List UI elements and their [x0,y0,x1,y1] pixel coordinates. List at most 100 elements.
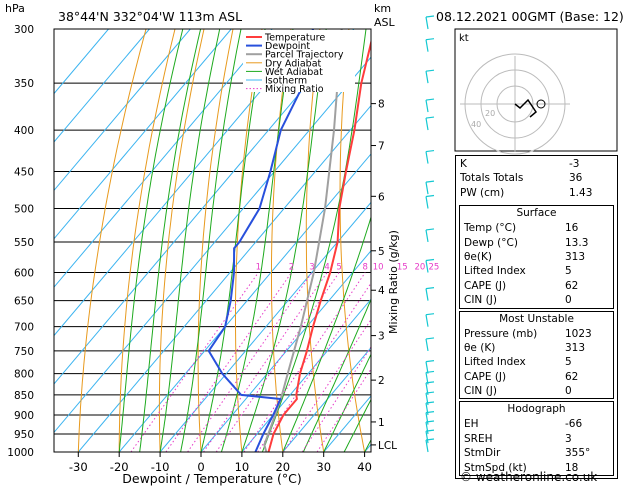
row-value: -3 [569,158,580,170]
mixing-ratio-label: 25 [429,263,440,273]
row-value: 36 [569,172,583,185]
isotherm-line [54,29,232,240]
wind-barb-flag [425,438,435,441]
wet-adiabat-line [241,29,327,452]
wind-barb-flag [425,194,435,198]
isotherm-line [77,104,371,452]
row-label: θe(K) [464,250,492,263]
dry-adiabat-line [77,29,147,452]
row-label: CAPE (J) [464,370,507,383]
row-label: PW (cm) [460,186,505,199]
wind-barb-flag [425,429,435,432]
row-label: Pressure (mb) [464,327,538,340]
km-tick-label: 7 [378,141,385,153]
temperature-tick-label: 20 [275,460,290,474]
wind-barb-flag [425,391,435,394]
hodograph-kt-label: kt [459,33,469,44]
mixing-ratio-line [130,272,259,452]
row-label: θe (K) [464,341,496,354]
wind-barb-flag [425,149,435,153]
legend-label: Parcel Trajectory [265,50,344,61]
mixing-ratio-label: 10 [373,263,384,273]
table-row: Dewp (°C) 13.3 [460,236,613,250]
row-value: 0 [565,385,572,398]
wind-barb [425,182,429,195]
row-label: Lifted Index [464,356,526,369]
wind-barb-flag [425,69,435,72]
row-label: Totals Totals [460,172,524,185]
hodograph-title: Hodograph [507,403,566,416]
wind-barb-flag [425,401,435,404]
table-row: K -3 [456,157,617,171]
wind-barb [425,431,429,444]
row-value: 62 [565,370,579,383]
wind-barb [425,196,429,209]
mixing-ratio-label: 1 [256,263,261,273]
km-tick-label: 4 [378,285,385,297]
row-label: StmDir [464,447,501,460]
legend-label: Mixing Ratio [265,84,324,95]
mixing-ratio-label: 2 [289,263,294,273]
row-value: 5 [565,356,572,369]
mixing-ratio-label: 4 [324,263,329,273]
wet-adiabat-line [261,29,367,452]
mixing-ratio-line [203,272,328,452]
wind-barb-flag [425,116,435,119]
row-value: 0 [565,294,572,307]
mixing-ratio-line [257,282,371,452]
datetime-title: 08.12.2021 00GMT (Base: 12) [436,9,624,24]
row-value: 18 [565,461,579,474]
row-label: K [460,158,467,170]
table-row: θe(K) 313 [460,250,613,264]
pressure-tick-label: 650 [14,296,34,308]
wind-barb-flag [425,287,435,290]
legend-label: Dry Adiabat [265,58,322,69]
mixing-ratio-label: 15 [397,263,408,273]
km-tick-label: LCL [378,440,397,452]
credit: © weatheronline.co.uk [460,470,598,484]
wind-barb [425,99,429,113]
wet-adiabat-line [118,29,184,452]
pressure-tick-label: 800 [14,369,34,381]
km-tick-label: 8 [378,99,385,111]
temperature-tick-label: -20 [110,460,129,474]
wind-barb [425,412,429,425]
wind-barb [425,338,429,352]
hodograph-section: Hodograph EH -66 SREH 3 StmDir 355° StmSpd (kt… [459,401,614,477]
legend-label: Temperature [264,33,325,44]
table-row: Pressure (mb) 1023 [460,327,613,341]
most-unstable-section: Most Unstable Pressure (mb) 1023 θe (K) 313… [459,310,614,400]
table-row: CIN (J) 0 [460,384,613,398]
table-row: Lifted Index 5 [460,264,613,278]
wind-barb [425,71,429,84]
pressure-tick-label: 550 [14,237,34,249]
mixing-ratio-axis-label: Mixing Ratio (g/kg) [387,230,400,334]
row-value: 1.43 [569,186,593,199]
hodograph-ring-label: 20 [485,109,495,118]
pressure-tick-label: 500 [14,203,34,215]
pressure-tick-label: 850 [14,390,34,402]
table-row: StmDir 355° [460,446,613,460]
surface-title: Surface [516,207,557,220]
pressure-tick-label: 300 [14,24,34,36]
wind-barb-flag [425,381,435,384]
temperature-tick-label: -30 [69,460,88,474]
dry-adiabat-line [197,29,234,452]
table-row: StmSpd (kt) 18 [460,461,613,475]
wind-barb-flag [425,258,435,262]
isotherm-line [118,153,371,452]
background-lines [54,29,371,452]
isotherm-line [54,29,355,385]
wind-barb-flag [425,370,435,374]
row-value: 3 [565,432,572,445]
row-value: 1023 [565,327,592,340]
isotherm-line [282,346,371,452]
pressure-tick-label: 450 [14,166,34,178]
table-row: Temp (°C) 16 [460,221,613,235]
isotherm-line [54,29,150,143]
wind-barb-flag [425,180,435,183]
row-value: 355° [565,447,591,460]
most-unstable-title: Most Unstable [499,312,574,325]
